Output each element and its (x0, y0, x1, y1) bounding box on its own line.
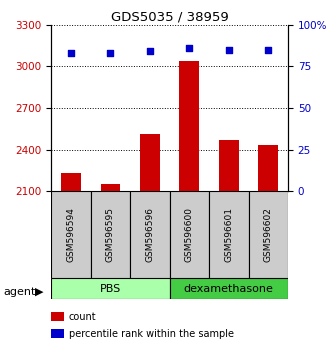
Bar (51, 191, 91, 278)
Bar (130, 191, 169, 278)
Bar (140, 134, 160, 191)
Text: count: count (69, 312, 96, 322)
Bar (169, 278, 288, 299)
Point (108, 50, 113, 56)
Bar (219, 140, 239, 191)
Bar (51, 278, 169, 299)
Bar (259, 145, 278, 191)
Point (69, 50, 74, 56)
Bar (249, 191, 288, 278)
Text: GSM596594: GSM596594 (67, 207, 75, 262)
Text: percentile rank within the sample: percentile rank within the sample (69, 329, 233, 339)
Text: GSM596602: GSM596602 (264, 207, 273, 262)
Bar (101, 184, 120, 191)
Text: dexamethasone: dexamethasone (184, 284, 274, 293)
Title: GDS5035 / 38959: GDS5035 / 38959 (111, 11, 228, 24)
Text: ▶: ▶ (35, 287, 43, 297)
Text: GSM596596: GSM596596 (145, 207, 155, 262)
Text: GSM596600: GSM596600 (185, 207, 194, 262)
Bar (169, 191, 209, 278)
Text: GSM596595: GSM596595 (106, 207, 115, 262)
Point (187, 45, 192, 51)
Text: agent: agent (3, 287, 36, 297)
Bar (91, 191, 130, 278)
Point (265, 47, 271, 52)
Text: PBS: PBS (100, 284, 121, 293)
Point (226, 47, 231, 52)
Bar (209, 191, 249, 278)
Bar (61, 173, 81, 191)
Bar (179, 61, 199, 191)
Text: GSM596601: GSM596601 (224, 207, 233, 262)
Point (147, 48, 153, 54)
